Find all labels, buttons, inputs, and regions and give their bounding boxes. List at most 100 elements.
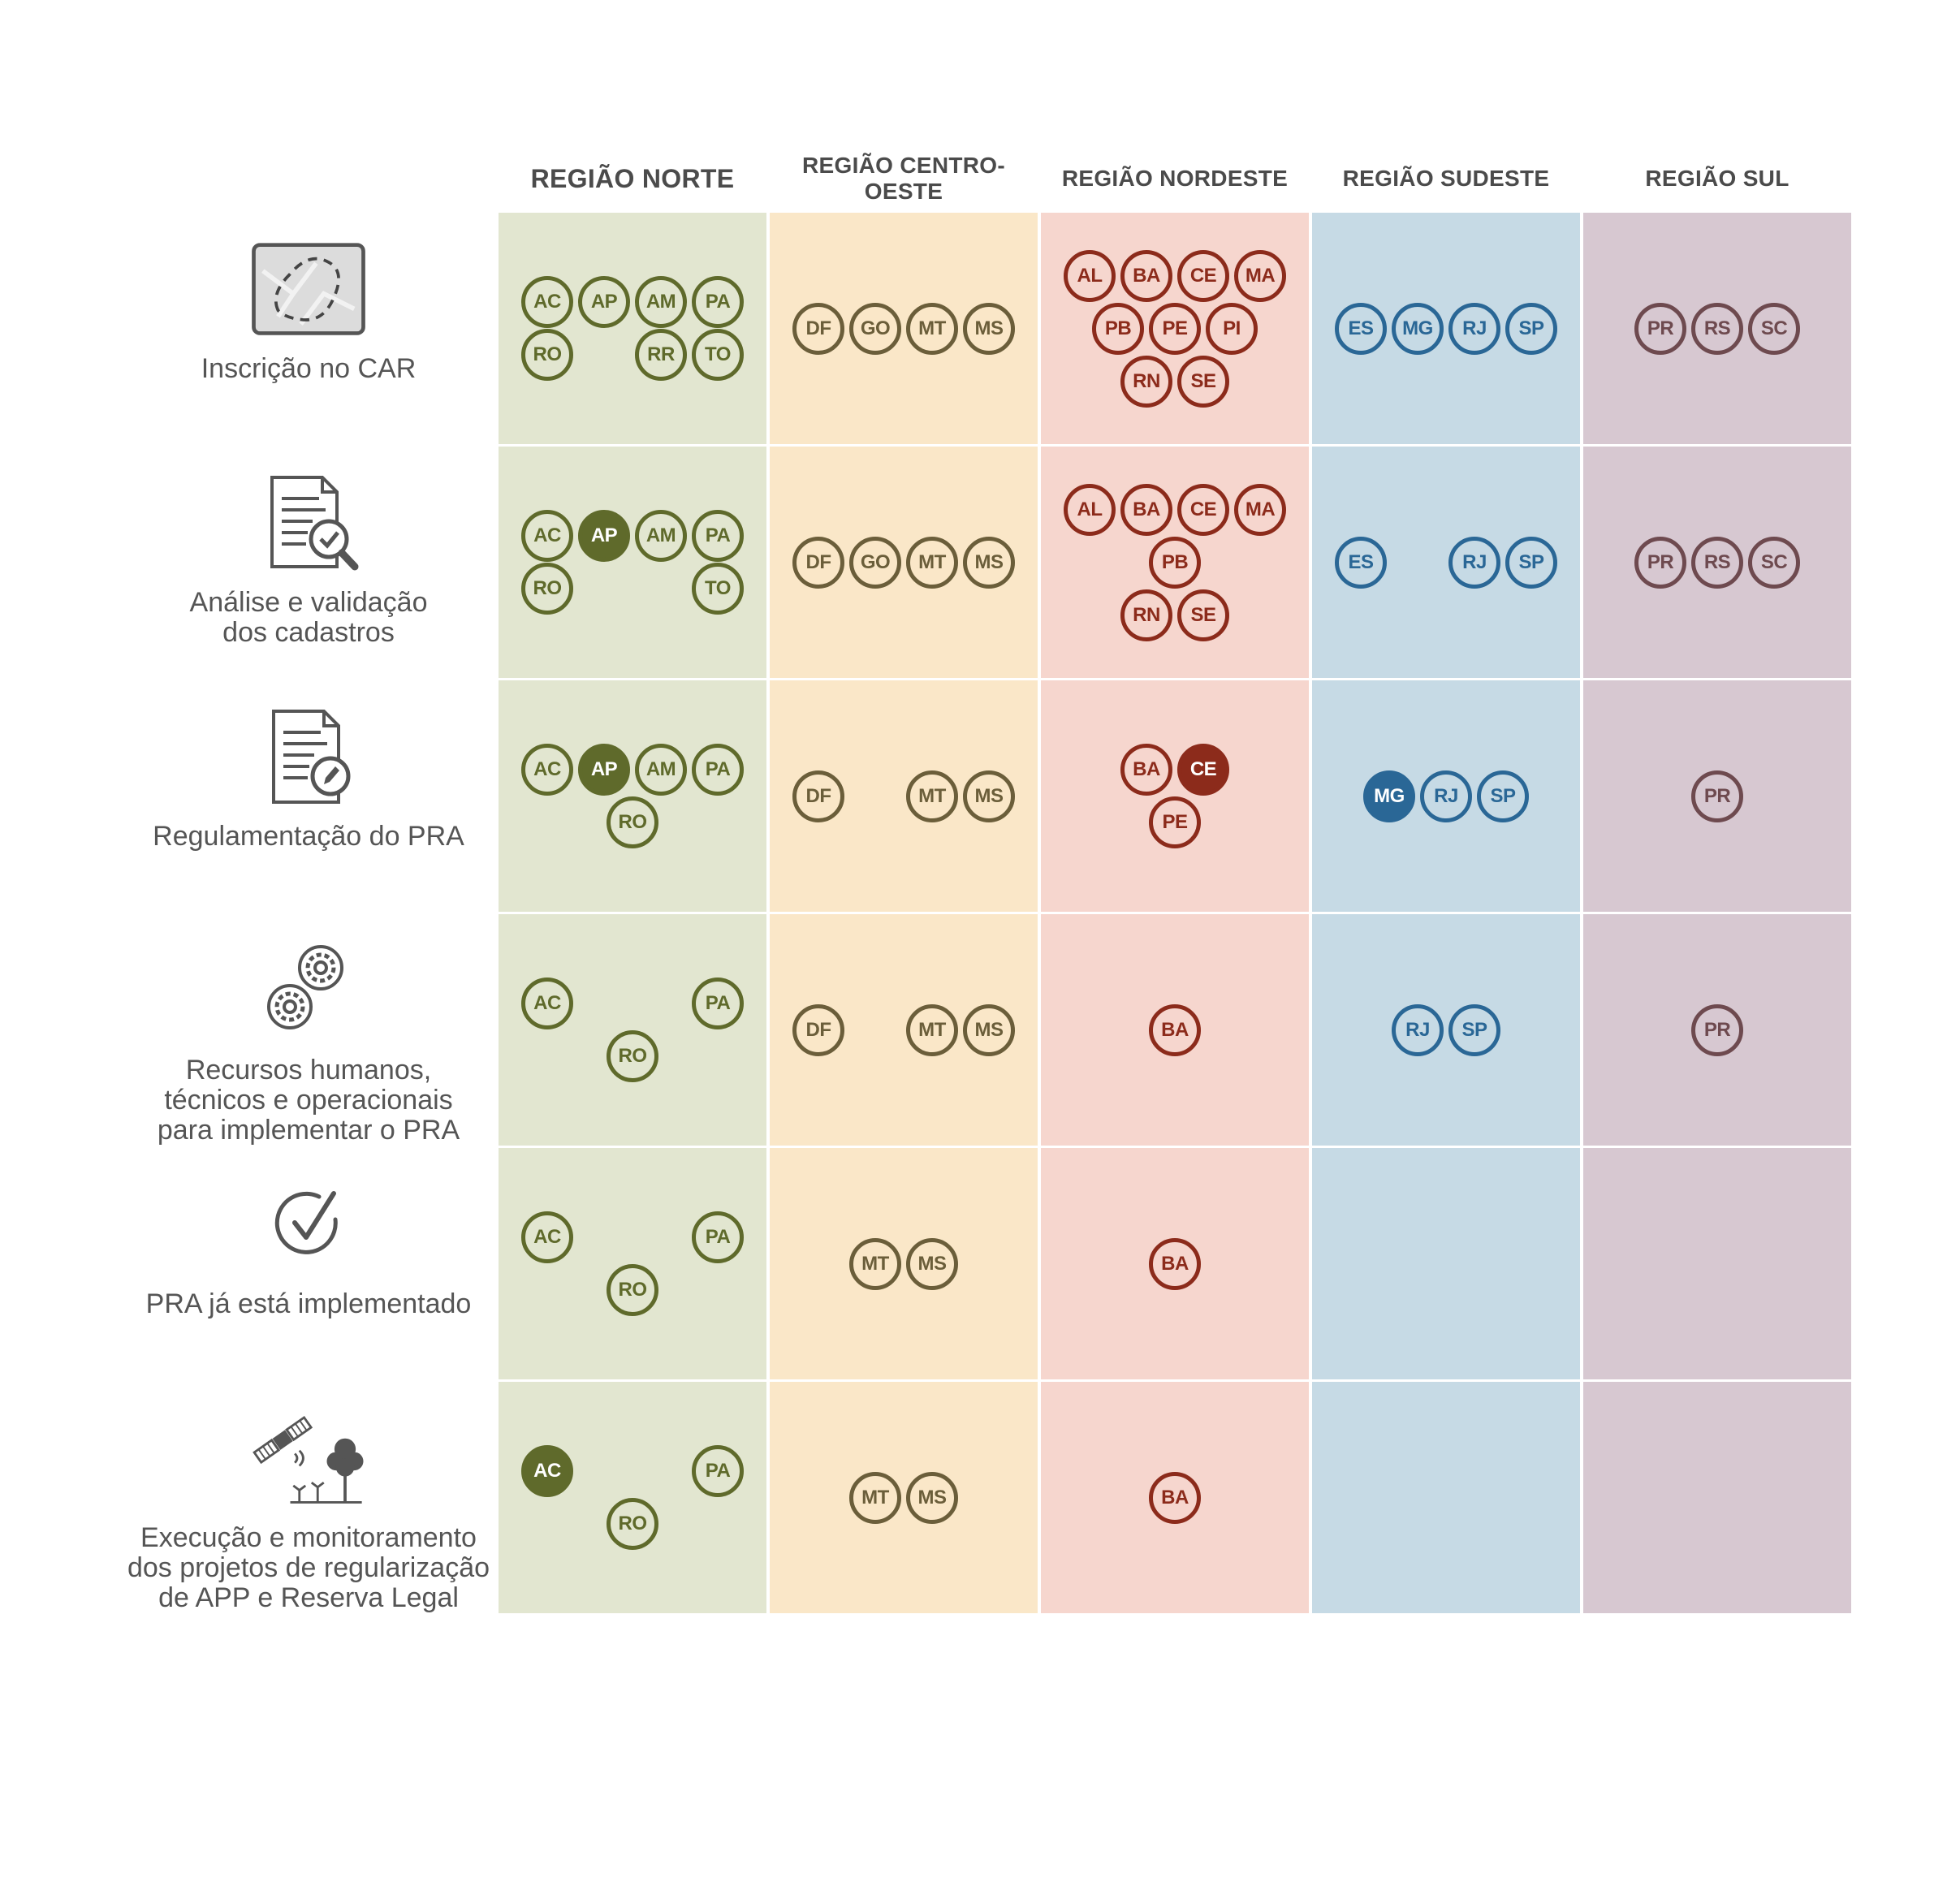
state-badge-ac: AC <box>521 1211 573 1263</box>
map-area-icon <box>248 237 369 343</box>
state-badge-ba: BA <box>1149 1237 1201 1290</box>
state-badge-pe: PE <box>1149 796 1201 848</box>
check-circle-icon <box>248 1172 369 1278</box>
cell-car-sul: PR RS SC <box>1583 213 1851 444</box>
row-label-text: PRA já está implementado <box>146 1289 472 1319</box>
cell-analise-sul: PR RS SC <box>1583 447 1851 678</box>
header-region-centro: REGIÃO CENTRO-OESTE <box>802 153 1005 204</box>
state-badge-es: ES <box>1335 536 1387 589</box>
state-badge-se: SE <box>1177 589 1229 641</box>
state-badge-pa: PA <box>692 510 744 562</box>
cell-execucao-centro: MT MS <box>770 1382 1038 1613</box>
state-badge-ba: BA <box>1120 744 1172 796</box>
state-badge-sp: SP <box>1448 1003 1500 1056</box>
cell-recursos-centro: DF MT MS <box>770 914 1038 1146</box>
state-badge-mt: MT <box>906 302 958 355</box>
state-badge-ba: BA <box>1120 249 1172 302</box>
row-label-line: para implementar o PRA <box>157 1115 460 1146</box>
document-edit-icon <box>248 705 369 810</box>
cell-car-sudeste: ES MG RJ SP <box>1312 213 1580 444</box>
state-badge-ac: AC <box>521 510 573 562</box>
state-badge-rn: RN <box>1120 355 1172 408</box>
cell-regulamentacao-nordeste: BA CE PE <box>1041 680 1309 912</box>
row-label-text: Recursos humanos, técnicos e operacionais… <box>158 1055 460 1146</box>
row-label-line: Regulamentação do PRA <box>153 821 464 852</box>
cell-analise-norte: AC AP AM PA RO TO <box>499 447 766 678</box>
state-badge-sp: SP <box>1505 302 1557 355</box>
row-label-text: Regulamentação do PRA <box>153 822 464 852</box>
state-badge-sc: SC <box>1748 536 1800 589</box>
state-badge-ms: MS <box>963 770 1015 822</box>
state-badge-rs: RS <box>1691 536 1743 589</box>
header-region-sudeste: REGIÃO SUDESTE <box>1342 166 1550 191</box>
state-badge-ce: CE <box>1177 249 1229 302</box>
state-badge-ro: RO <box>607 1264 658 1316</box>
state-badge-mt: MT <box>849 1237 901 1290</box>
header-region-norte: REGIÃO NORTE <box>530 163 735 193</box>
cell-implementado-sudeste <box>1312 1148 1580 1379</box>
state-badge-pr: PR <box>1691 770 1743 822</box>
state-badge-mg: MG <box>1363 770 1415 822</box>
cell-implementado-norte: AC PA RO <box>499 1148 766 1379</box>
cell-recursos-norte: AC PA RO <box>499 914 766 1146</box>
state-badge-pa: PA <box>692 276 744 328</box>
header-region-nordeste: REGIÃO NORDESTE <box>1061 166 1289 191</box>
state-badge-ma: MA <box>1234 483 1286 536</box>
state-badge-se: SE <box>1177 355 1229 408</box>
document-check-icon <box>248 471 369 576</box>
state-badge-pe: PE <box>1149 302 1201 355</box>
cell-recursos-nordeste: BA <box>1041 914 1309 1146</box>
state-badge-pa: PA <box>692 1211 744 1263</box>
cell-recursos-sul: PR <box>1583 914 1851 1146</box>
state-badge-sp: SP <box>1505 536 1557 589</box>
cell-execucao-sul <box>1583 1382 1851 1613</box>
row-label-text: Inscrição no CAR <box>201 354 417 384</box>
state-badge-pr: PR <box>1634 302 1686 355</box>
cell-car-nordeste: AL BA CE MA PB PE PI RN SE <box>1041 213 1309 444</box>
state-badge-ro: RO <box>521 563 573 615</box>
state-badge-sp: SP <box>1477 770 1529 822</box>
state-badge-ms: MS <box>963 1003 1015 1056</box>
state-badge-ce: CE <box>1177 483 1229 536</box>
state-badge-go: GO <box>849 302 901 355</box>
state-badge-ap: AP <box>578 510 630 562</box>
state-badge-ro: RO <box>607 1498 658 1550</box>
state-badge-ro: RO <box>607 796 658 848</box>
state-badge-rj: RJ <box>1420 770 1472 822</box>
cell-car-centro: DF GO MT MS <box>770 213 1038 444</box>
cell-analise-sudeste: ES RJ SP <box>1312 447 1580 678</box>
state-badge-ap: AP <box>578 744 630 796</box>
state-badge-ms: MS <box>906 1471 958 1524</box>
row-label-line: Análise e validação <box>189 587 428 618</box>
state-badge-ac: AC <box>521 744 573 796</box>
state-badge-al: AL <box>1064 249 1116 302</box>
state-badge-df: DF <box>792 536 844 589</box>
row-label-car: Inscrição no CAR <box>122 237 495 384</box>
state-badge-pa: PA <box>692 744 744 796</box>
row-label-text: Execução e monitoramento dos projetos de … <box>127 1523 490 1613</box>
state-badge-pr: PR <box>1634 536 1686 589</box>
state-badge-df: DF <box>792 302 844 355</box>
row-label-recursos: Recursos humanos, técnicos e operacionais… <box>122 939 495 1146</box>
state-badge-ac: AC <box>521 1445 573 1497</box>
cell-analise-nordeste: AL BA CE MA PB RN SE <box>1041 447 1309 678</box>
state-badge-mt: MT <box>849 1471 901 1524</box>
state-badge-df: DF <box>792 1003 844 1056</box>
state-badge-ac: AC <box>521 978 573 1029</box>
state-badge-to: TO <box>692 563 744 615</box>
row-label-implementado: PRA já está implementado <box>122 1172 495 1319</box>
state-badge-ap: AP <box>578 276 630 328</box>
header-region-sul: REGIÃO SUL <box>1645 166 1789 191</box>
row-label-line: PRA já está implementado <box>145 1288 472 1319</box>
state-badge-to: TO <box>692 329 744 381</box>
state-badge-ro: RO <box>521 329 573 381</box>
cell-regulamentacao-centro: DF MT MS <box>770 680 1038 912</box>
state-badge-rj: RJ <box>1448 302 1500 355</box>
state-badge-go: GO <box>849 536 901 589</box>
state-badge-ac: AC <box>521 276 573 328</box>
state-badge-mt: MT <box>906 1003 958 1056</box>
cell-regulamentacao-sudeste: MG RJ SP <box>1312 680 1580 912</box>
state-badge-sc: SC <box>1748 302 1800 355</box>
row-label-line: técnicos e operacionais <box>164 1085 453 1116</box>
